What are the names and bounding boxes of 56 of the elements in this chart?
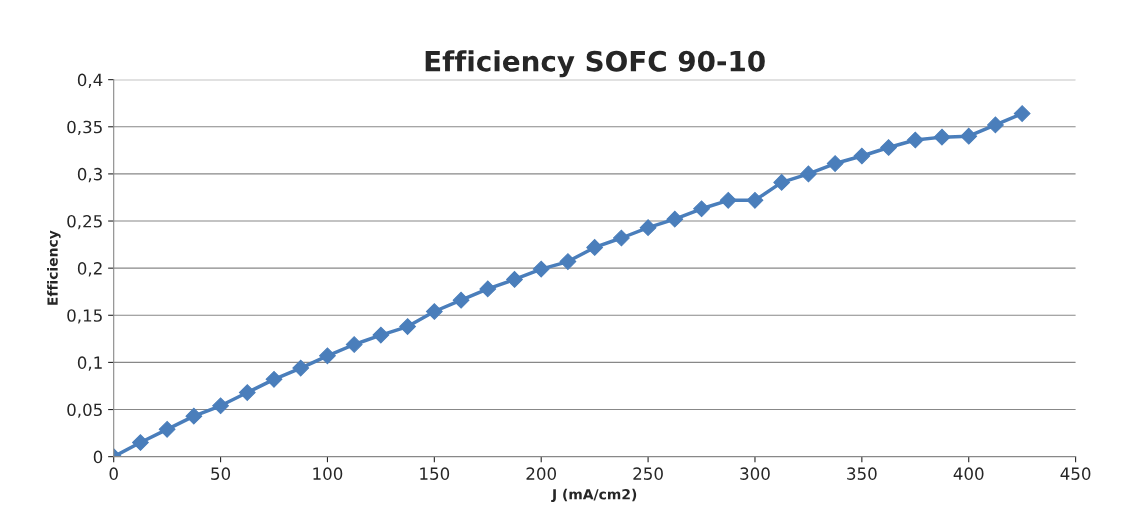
point (452, 291, 470, 309)
point (586, 239, 604, 256)
point (265, 371, 283, 388)
x-axis-title: J (mA/cm2) (551, 488, 637, 503)
point (212, 397, 229, 415)
point (399, 318, 416, 335)
point (372, 326, 390, 344)
point (987, 116, 1004, 134)
point (345, 336, 363, 353)
point (532, 260, 550, 278)
point (933, 128, 951, 146)
point (506, 271, 523, 288)
point (906, 131, 924, 149)
point (693, 200, 710, 218)
x-tick-label: 300 (740, 467, 770, 480)
point (826, 155, 844, 172)
x-tick-label: 150 (420, 467, 450, 480)
x-tick-label: 200 (526, 467, 557, 480)
y-tick-label: 0,2 (77, 262, 102, 277)
y-tick-label: 0,05 (67, 403, 102, 418)
y-tick-label: 0,4 (77, 73, 103, 88)
x-tick-label: 450 (1060, 467, 1091, 480)
point (1013, 105, 1031, 122)
point (292, 359, 310, 377)
point (612, 229, 630, 247)
y-tick-label: 0,1 (77, 356, 102, 371)
x-tick-label: 100 (313, 467, 343, 480)
y-tick-label: 0,25 (67, 214, 102, 230)
point (880, 139, 897, 156)
point (666, 210, 684, 228)
point (719, 191, 737, 209)
y-tick-label: 0,3 (77, 167, 102, 183)
point (158, 420, 176, 438)
x-tick-label: 50 (211, 467, 231, 480)
point (853, 147, 871, 165)
y-tick-label: 0,15 (67, 309, 102, 324)
point (960, 127, 978, 145)
point (746, 191, 764, 209)
y-axis-title: Efficiency (47, 230, 61, 305)
point (800, 165, 817, 183)
point (238, 384, 256, 401)
point (319, 347, 336, 365)
point (639, 219, 657, 236)
y-tick-label: 0 (93, 450, 103, 464)
x-tick-label: 0 (109, 467, 118, 480)
x-tick-label: 400 (953, 467, 984, 480)
point (425, 303, 443, 320)
point (559, 253, 577, 270)
y-tick-label: 0,35 (67, 120, 102, 136)
point (773, 174, 791, 191)
chart-title: Efficiency SOFC 90-10 (425, 50, 765, 78)
x-tick-label: 350 (847, 467, 877, 480)
point (479, 280, 497, 298)
point (185, 407, 203, 425)
x-tick-label: 250 (633, 467, 663, 480)
point (132, 434, 149, 451)
